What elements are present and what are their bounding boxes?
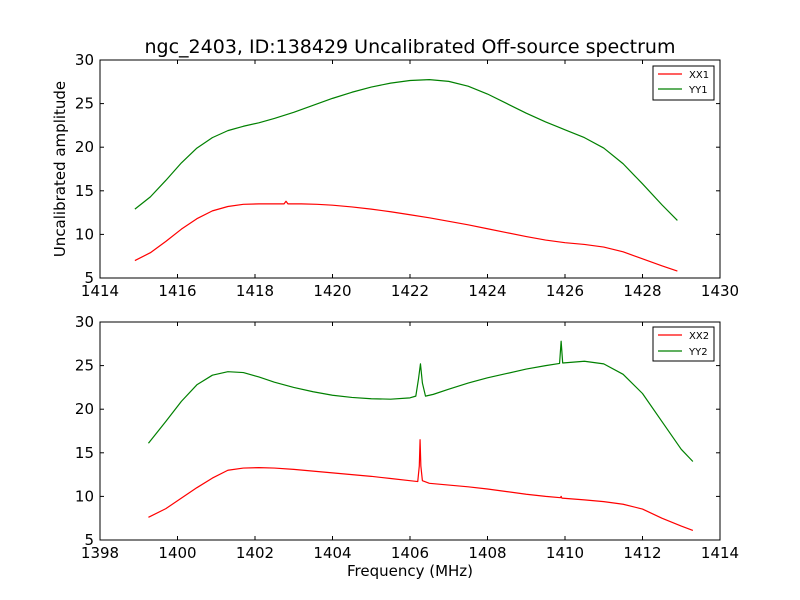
bottom-x-tick-label: 1400 [158, 544, 196, 562]
legend-xx1-label: XX1 [689, 70, 709, 81]
bottom-x-tick-label: 1402 [236, 544, 274, 562]
bottom-panel: 1398 1400 1402 1404 1406 1408 1410 1412 1414 5 10 1… [75, 313, 739, 580]
top-x-tick-label: 1424 [468, 282, 506, 300]
legend-yy1-label: YY1 [688, 85, 708, 96]
bottom-x-tick-label: 1410 [546, 544, 584, 562]
bottom-y-tick-label: 20 [75, 400, 94, 418]
bottom-panel-series [147, 340, 694, 531]
top-y-tick-label: 5 [84, 269, 94, 287]
top-y-tick-label: 10 [75, 225, 94, 243]
top-panel: 1414 1416 1418 1420 1422 1424 1426 1428 1430 5 10 1… [51, 51, 739, 300]
top-panel-frame [99, 59, 721, 279]
bottom-x-tick-label: 1404 [313, 544, 351, 562]
top-panel-legend: XX1 YY1 [652, 65, 715, 101]
top-x-tick-label: 1422 [391, 282, 429, 300]
figure-title: ngc_2403, ID:138429 Uncalibrated Off-sou… [145, 36, 676, 58]
top-y-tick-label: 25 [75, 95, 94, 113]
top-x-tick-label: 1426 [546, 282, 584, 300]
top-y-tick-label: 15 [75, 182, 94, 200]
bottom-x-tick-label: 1412 [623, 544, 661, 562]
top-x-tick-label: 1418 [236, 282, 274, 300]
bottom-y-tick-label: 30 [75, 313, 94, 331]
bottom-y-tick-label: 15 [75, 444, 94, 462]
top-panel-series [134, 79, 678, 272]
top-x-tick-label: 1420 [313, 282, 351, 300]
bottom-y-tick-label: 25 [75, 357, 94, 375]
top-x-tick-label: 1428 [623, 282, 661, 300]
top-x-tick-label: 1414 [81, 282, 119, 300]
series-line-yy2 [147, 340, 694, 462]
top-legend-box [652, 65, 715, 101]
top-x-tick-label: 1430 [701, 282, 739, 300]
top-x-tick-label: 1416 [158, 282, 196, 300]
bottom-y-tick-label: 10 [75, 487, 94, 505]
legend-yy2-label: YY2 [688, 347, 708, 358]
bottom-panel-xlabel: Frequency (MHz) [347, 562, 473, 580]
bottom-x-tick-label: 1408 [468, 544, 506, 562]
top-panel-ticks: 1414 1416 1418 1420 1422 1424 1426 1428 1430 5 10 1… [75, 51, 739, 300]
top-panel-ylabel: Uncalibrated amplitude [51, 81, 69, 257]
series-line-yy1 [134, 79, 678, 221]
series-line-xx1 [134, 200, 678, 272]
top-y-tick-label: 20 [75, 138, 94, 156]
bottom-x-tick-label: 1398 [81, 544, 119, 562]
bottom-panel-legend: XX2 YY2 [652, 326, 715, 362]
bottom-panel-ticks: 1398 1400 1402 1404 1406 1408 1410 1412 1414 5 10 1… [75, 313, 739, 562]
bottom-x-tick-label: 1414 [701, 544, 739, 562]
top-y-tick-label: 30 [75, 51, 94, 69]
bottom-y-tick-label: 5 [84, 531, 94, 549]
series-line-xx2 [148, 439, 694, 531]
legend-xx2-label: XX2 [689, 331, 709, 342]
bottom-legend-box [652, 326, 715, 362]
bottom-x-tick-label: 1406 [391, 544, 429, 562]
bottom-panel-frame [99, 321, 721, 541]
